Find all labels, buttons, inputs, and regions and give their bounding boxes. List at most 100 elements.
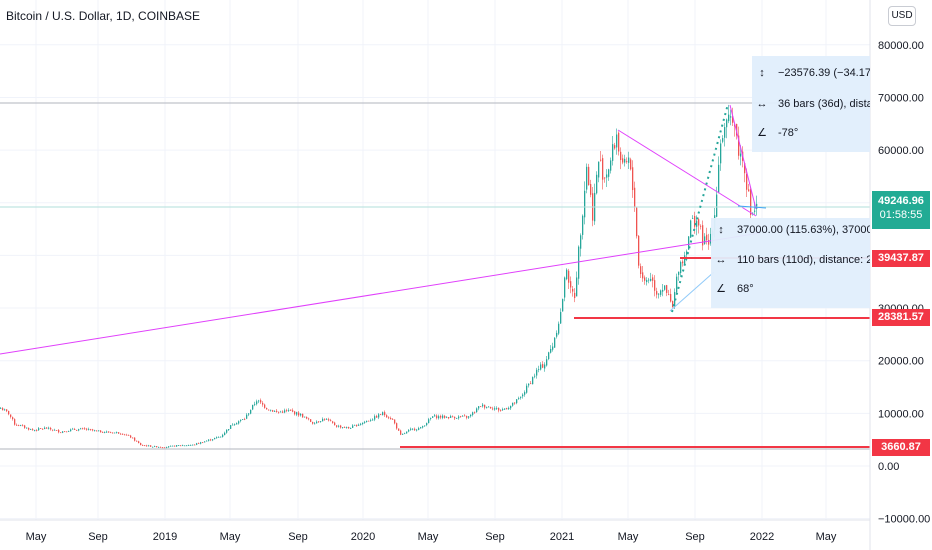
candle — [756, 195, 758, 216]
candle — [482, 403, 484, 408]
candle — [212, 438, 214, 442]
candle — [104, 431, 106, 434]
candle — [434, 413, 436, 417]
candle — [94, 429, 96, 432]
measure-bars-text: 110 bars (110d), distance: 201 — [737, 254, 870, 266]
candle — [272, 409, 274, 412]
candle — [332, 420, 334, 424]
candle — [162, 447, 164, 449]
candle — [710, 227, 712, 246]
trendline-descending[interactable] — [617, 129, 757, 217]
trendline-steep[interactable] — [729, 104, 757, 210]
candle — [690, 219, 692, 239]
candle — [300, 413, 302, 417]
candle — [656, 287, 658, 299]
candle — [626, 157, 628, 164]
candle — [512, 402, 514, 407]
candle — [108, 431, 110, 433]
time-axis[interactable]: May Sep 2019 May Sep 2020 May Sep 2021 May Sep 2022… — [26, 531, 837, 543]
candle — [84, 427, 86, 430]
candle — [358, 423, 360, 426]
candle — [384, 410, 386, 417]
candle — [144, 445, 146, 447]
candle — [214, 437, 216, 440]
candle — [236, 422, 238, 425]
candle — [454, 416, 456, 420]
candle — [302, 413, 304, 418]
candle — [596, 171, 598, 195]
candle — [624, 154, 626, 167]
candle — [190, 444, 192, 446]
currency-badge[interactable]: USD — [888, 6, 916, 26]
candle — [566, 268, 568, 281]
candle — [708, 233, 710, 250]
candle — [132, 437, 134, 439]
candle — [346, 426, 348, 429]
candle — [444, 414, 446, 419]
y-tick-label: 80000.00 — [878, 40, 924, 52]
measure-line[interactable] — [669, 271, 715, 312]
candle — [476, 407, 478, 413]
measure-box-bottom[interactable]: ↕ 37000.00 (115.63%), 3700000 ↔ 110 bars (… — [711, 218, 870, 308]
candle — [96, 430, 98, 432]
candle — [508, 406, 510, 411]
candle — [382, 411, 384, 416]
candle — [568, 268, 570, 289]
x-tick-label: May — [26, 531, 47, 543]
candle — [30, 428, 32, 430]
candle — [430, 417, 432, 421]
current-price-label: 49246.96 01:58:55 — [872, 191, 930, 229]
candle — [286, 408, 288, 413]
candle — [428, 417, 430, 424]
candle — [180, 445, 182, 447]
candle — [506, 407, 508, 410]
candle — [74, 427, 76, 430]
candle — [232, 423, 234, 426]
candle — [638, 234, 640, 269]
angle-icon: ∠ — [716, 283, 726, 295]
candle — [618, 131, 620, 156]
candle — [398, 428, 400, 431]
candle-countdown: 01:58:55 — [879, 209, 923, 221]
candle — [204, 441, 206, 443]
candle — [574, 288, 576, 303]
measure-price-text: −23576.39 (−34.17%), — [778, 67, 870, 79]
candle — [414, 427, 416, 431]
candle — [372, 418, 374, 421]
candle — [112, 432, 114, 434]
candle — [410, 427, 412, 431]
candle — [542, 361, 544, 369]
candle — [194, 444, 196, 446]
level-label-3: 3660.87 — [872, 439, 930, 456]
candle — [328, 417, 330, 422]
trendline-long[interactable] — [0, 232, 761, 355]
y-tick-label: 60000.00 — [878, 145, 924, 157]
candle — [554, 336, 556, 348]
candle — [178, 445, 180, 447]
candle — [614, 142, 616, 150]
candle — [20, 424, 22, 427]
candle — [486, 406, 488, 409]
measure-box-top[interactable]: ↕ −23576.39 (−34.17%), ↔ 36 bars (36d), di… — [752, 56, 870, 152]
candle — [660, 289, 662, 297]
candle — [46, 427, 48, 429]
candle — [692, 215, 694, 219]
candle — [44, 426, 46, 430]
candle — [242, 419, 244, 420]
candle — [720, 139, 722, 171]
price-range-icon: ↕ — [718, 224, 724, 236]
candle — [78, 428, 80, 432]
candle — [188, 444, 190, 447]
candle — [488, 406, 490, 408]
candle — [416, 428, 418, 432]
candle — [548, 351, 550, 361]
candle — [352, 424, 354, 428]
candle — [118, 431, 120, 434]
candle — [702, 220, 704, 251]
candle — [504, 408, 506, 410]
arrow-line[interactable] — [737, 205, 767, 209]
candle — [514, 402, 516, 405]
y-tick-label: 0.00 — [878, 461, 899, 473]
candle — [320, 421, 322, 423]
candle — [526, 383, 528, 394]
